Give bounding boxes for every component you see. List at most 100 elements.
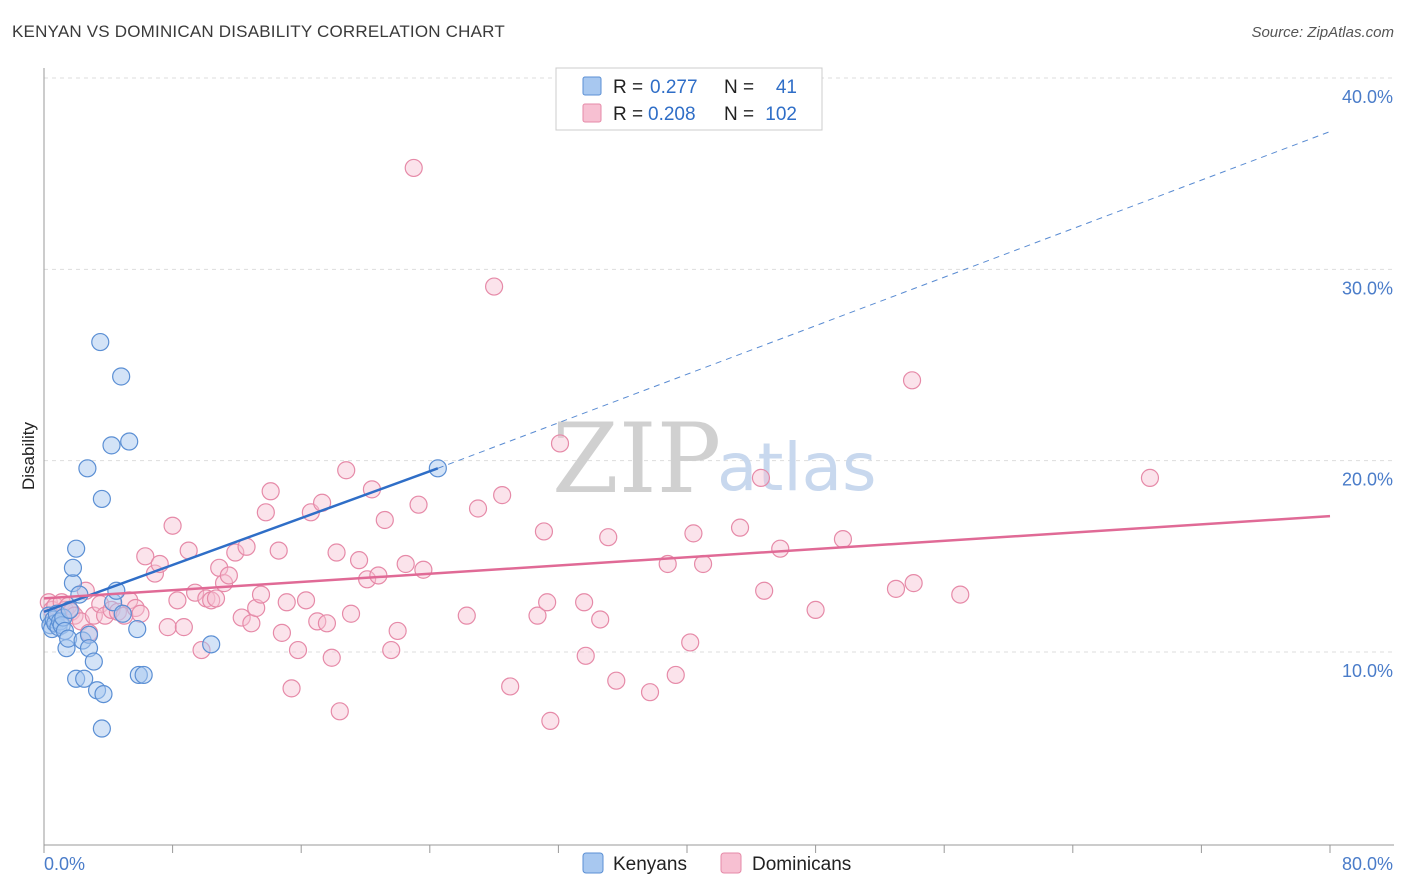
dominican-point-56 (327, 543, 346, 562)
kenyan-point-34 (113, 604, 132, 623)
dominican-point-92 (751, 468, 771, 487)
dominican-point-70 (457, 606, 476, 625)
source-label: Source: ZipAtlas.com (1251, 24, 1394, 41)
dominican-point-43 (256, 503, 275, 522)
dominican-point-59 (341, 604, 361, 623)
dominican-point-77 (538, 593, 557, 612)
legend-dominicans-swatch (582, 103, 602, 123)
dominican-point-25 (163, 516, 182, 535)
dominican-point-37 (226, 543, 245, 562)
dominican-point-57 (330, 702, 349, 721)
dominican-point-68 (409, 495, 428, 514)
grid-lines (44, 77, 1394, 653)
dominican-point-54 (317, 614, 337, 633)
dominican-point-87 (666, 665, 685, 685)
y-tick-label-40: 40.0% (1342, 87, 1393, 107)
x-tick-label-min: 0.0% (44, 854, 85, 874)
dominican-point-94 (771, 539, 790, 558)
x-tick-labels: 0.0% 80.0% (44, 854, 1393, 874)
dominican-point-24 (158, 618, 177, 637)
dominican-point-81 (576, 646, 595, 665)
dominican-point-85 (640, 683, 660, 702)
kenyan-points (39, 332, 447, 738)
dominican-point-21 (136, 547, 155, 566)
kenyan-trend-line (43, 467, 439, 613)
legend-kenyans-swatch (582, 76, 602, 96)
dominican-point-27 (174, 618, 193, 637)
legend-kenyans-r-label: R = (613, 77, 643, 98)
kenyan-point-35 (120, 432, 139, 451)
legend-kenyans-r-value: 0.277 (650, 77, 698, 98)
dominican-point-95 (806, 600, 825, 620)
bottom-legend-dominicans-swatch (720, 852, 742, 874)
watermark: ZIP atlas (552, 403, 877, 515)
y-axis-title: Disability (19, 421, 38, 490)
legend-dominicans-n-label: N = (724, 104, 754, 125)
dominican-trend-line (43, 514, 1331, 600)
kenyan-point-33 (112, 367, 131, 386)
kenyan-point-26 (91, 332, 110, 352)
legend-dominicans-r-value: 0.208 (648, 104, 696, 125)
dominican-point-90 (693, 554, 713, 574)
y-tick-label-10: 10.0% (1342, 661, 1393, 681)
dominican-point-98 (904, 574, 923, 593)
dominican-point-82 (591, 610, 610, 629)
dominican-point-48 (282, 679, 301, 698)
watermark-atlas: atlas (717, 429, 877, 506)
series-legend: Kenyans Dominicans (582, 852, 851, 875)
dominican-point-73 (493, 486, 512, 505)
y-tick-label-30: 30.0% (1342, 278, 1393, 298)
kenyan-point-27 (92, 489, 111, 509)
dominican-point-66 (388, 621, 407, 641)
dominican-point-75 (528, 606, 547, 625)
legend-kenyans-n-value: 41 (776, 77, 797, 98)
legend-dominicans-n-value: 102 (765, 104, 797, 125)
x-tick-label-max: 80.0% (1342, 854, 1393, 874)
bottom-legend-kenyans-label: Kenyans (613, 854, 687, 875)
kenyan-point-21 (78, 459, 97, 478)
dominican-point-20 (131, 604, 150, 623)
dominican-point-60 (349, 551, 369, 570)
axes (43, 68, 1394, 853)
legend-kenyans-n-label: N = (724, 77, 754, 98)
dominican-point-102 (404, 158, 423, 178)
dominican-point-78 (541, 711, 560, 730)
dominican-point-47 (277, 593, 296, 612)
kenyan-point-30 (102, 436, 121, 455)
dominican-point-38 (232, 608, 251, 627)
bottom-legend-kenyans-swatch (582, 852, 604, 874)
kenyan-point-39 (202, 635, 221, 654)
dominican-point-97 (886, 579, 906, 598)
dominican-point-74 (501, 677, 520, 696)
watermark-zip: ZIP (552, 403, 721, 515)
legend-dominicans-r-label: R = (613, 104, 643, 125)
dominican-point-36 (219, 566, 238, 585)
dominican-point-101 (1140, 468, 1160, 487)
dominican-point-79 (550, 434, 570, 453)
y-tick-labels: 10.0% 20.0% 30.0% 40.0% (1342, 87, 1393, 681)
bottom-legend-dominicans-label: Dominicans (752, 854, 851, 875)
dominican-point-80 (575, 593, 594, 612)
dominican-point-64 (375, 510, 394, 530)
kenyan-point-24 (84, 652, 103, 671)
dominican-point-99 (902, 371, 922, 390)
kenyan-point-20 (75, 669, 94, 688)
dominican-point-33 (206, 589, 226, 608)
dominican-point-50 (296, 591, 316, 610)
dominican-point-96 (833, 530, 853, 549)
dominican-point-42 (251, 585, 271, 604)
dominican-point-100 (951, 585, 970, 604)
y-tick-label-20: 20.0% (1342, 470, 1393, 490)
dominican-point-88 (681, 633, 700, 652)
dominican-point-72 (485, 277, 504, 296)
correlation-legend: R = 0.277 N = 41 R = 0.208 N = 102 (555, 67, 823, 131)
dominican-point-46 (272, 623, 292, 642)
dominican-point-41 (247, 598, 266, 618)
kenyan-point-15 (63, 558, 83, 577)
dominican-point-65 (382, 640, 401, 660)
trend-lines (43, 131, 1331, 613)
dominican-point-55 (322, 648, 341, 667)
kenyan-point-28 (94, 684, 113, 704)
dominican-point-84 (607, 671, 626, 690)
